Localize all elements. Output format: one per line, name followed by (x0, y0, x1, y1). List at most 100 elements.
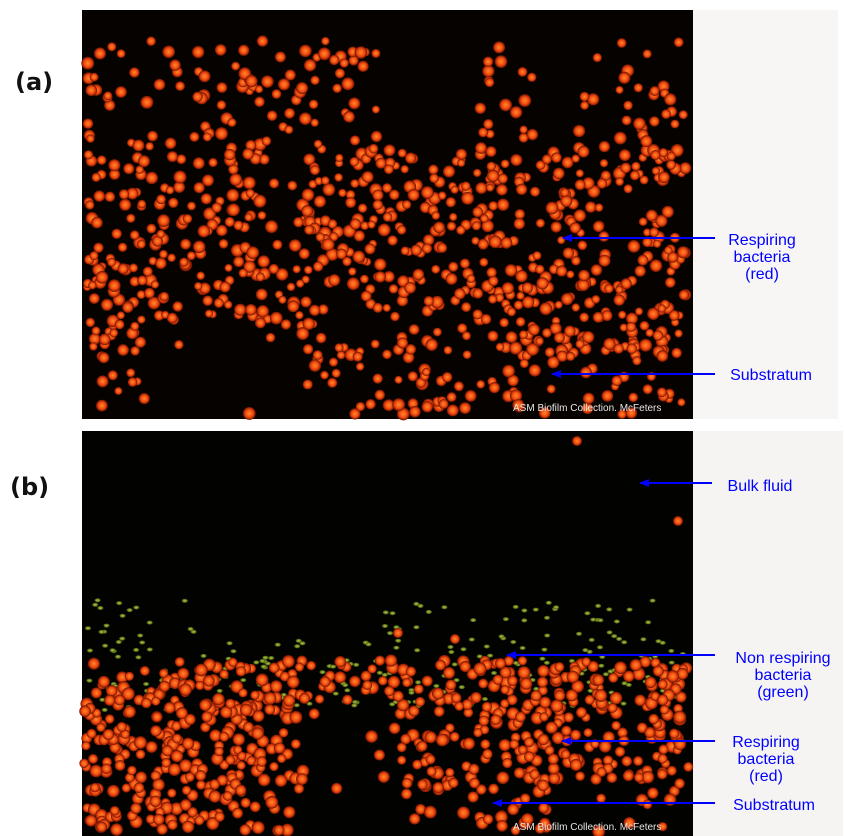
cell (338, 189, 346, 197)
cell (299, 45, 312, 58)
cell (99, 630, 105, 634)
cell (220, 282, 231, 293)
cell (563, 247, 574, 258)
cell (460, 258, 470, 268)
cell (615, 286, 623, 294)
cell (674, 37, 684, 47)
cell (576, 632, 582, 636)
cell (378, 223, 391, 236)
cell (232, 808, 243, 819)
cell (272, 89, 282, 99)
cell (352, 250, 364, 262)
cell (394, 376, 402, 384)
cell (219, 239, 229, 249)
cell (177, 668, 189, 680)
cell (224, 301, 232, 309)
cell (412, 760, 422, 770)
cell (635, 307, 643, 315)
cell (115, 760, 126, 771)
cell (414, 684, 424, 694)
cell (130, 346, 139, 355)
cell (471, 692, 482, 703)
cell (669, 661, 675, 665)
cell (566, 689, 578, 701)
cell (117, 344, 129, 356)
cell (88, 281, 96, 289)
cell (578, 146, 590, 158)
cell (291, 739, 301, 749)
cell (237, 752, 246, 761)
cell (503, 617, 509, 621)
cell (421, 186, 434, 199)
cell (409, 691, 415, 695)
cell (94, 190, 105, 201)
cell (537, 665, 549, 677)
cell (461, 181, 470, 190)
cell (529, 769, 539, 779)
cell (580, 101, 589, 110)
cell (433, 222, 445, 234)
cell (358, 203, 367, 212)
cell (328, 219, 337, 228)
cell (382, 624, 388, 628)
cell (215, 44, 227, 56)
cell (272, 240, 282, 250)
cell (529, 364, 541, 376)
cell (130, 230, 140, 240)
cell (389, 284, 398, 293)
annotation: (green) (757, 684, 809, 701)
cell (626, 322, 636, 332)
cell (409, 406, 421, 418)
cell (585, 201, 596, 212)
cell (254, 97, 264, 107)
cell (315, 695, 324, 704)
cell (413, 625, 419, 629)
cell (672, 348, 682, 358)
cell (343, 111, 355, 123)
cell (649, 116, 659, 126)
cell (447, 392, 457, 402)
cell (151, 697, 160, 706)
credit: ASM Biofilm Collection. McFeters (513, 403, 661, 414)
cell (478, 127, 488, 137)
cell (86, 318, 95, 327)
cell (350, 179, 359, 188)
cell (296, 279, 304, 287)
cell (645, 329, 653, 337)
cell (506, 331, 518, 343)
cell (597, 178, 607, 188)
annotation: bacteria (734, 249, 791, 266)
cell (585, 695, 595, 705)
cell (167, 313, 178, 324)
cell (650, 86, 660, 96)
cell (362, 171, 374, 183)
cell (356, 402, 365, 411)
cell (564, 712, 574, 722)
cell (539, 712, 548, 721)
cell (350, 218, 361, 229)
cell (199, 70, 211, 82)
cell (649, 227, 659, 237)
cell (491, 671, 497, 675)
cell (584, 611, 590, 615)
cell (683, 762, 693, 772)
cell (194, 815, 204, 825)
cell (645, 677, 656, 688)
cell (426, 754, 436, 764)
cell (257, 35, 268, 46)
cell (175, 81, 185, 91)
cell (446, 680, 457, 691)
cell (233, 220, 243, 230)
cell (561, 750, 571, 760)
annotation: bacteria (738, 751, 795, 768)
cell (648, 714, 658, 724)
cell (123, 163, 134, 174)
cell (334, 173, 343, 182)
cell (201, 654, 207, 658)
cell (659, 744, 669, 754)
cell (578, 270, 590, 282)
cell (303, 318, 315, 330)
cell (240, 824, 251, 835)
cell (465, 390, 477, 402)
cell (287, 300, 299, 312)
